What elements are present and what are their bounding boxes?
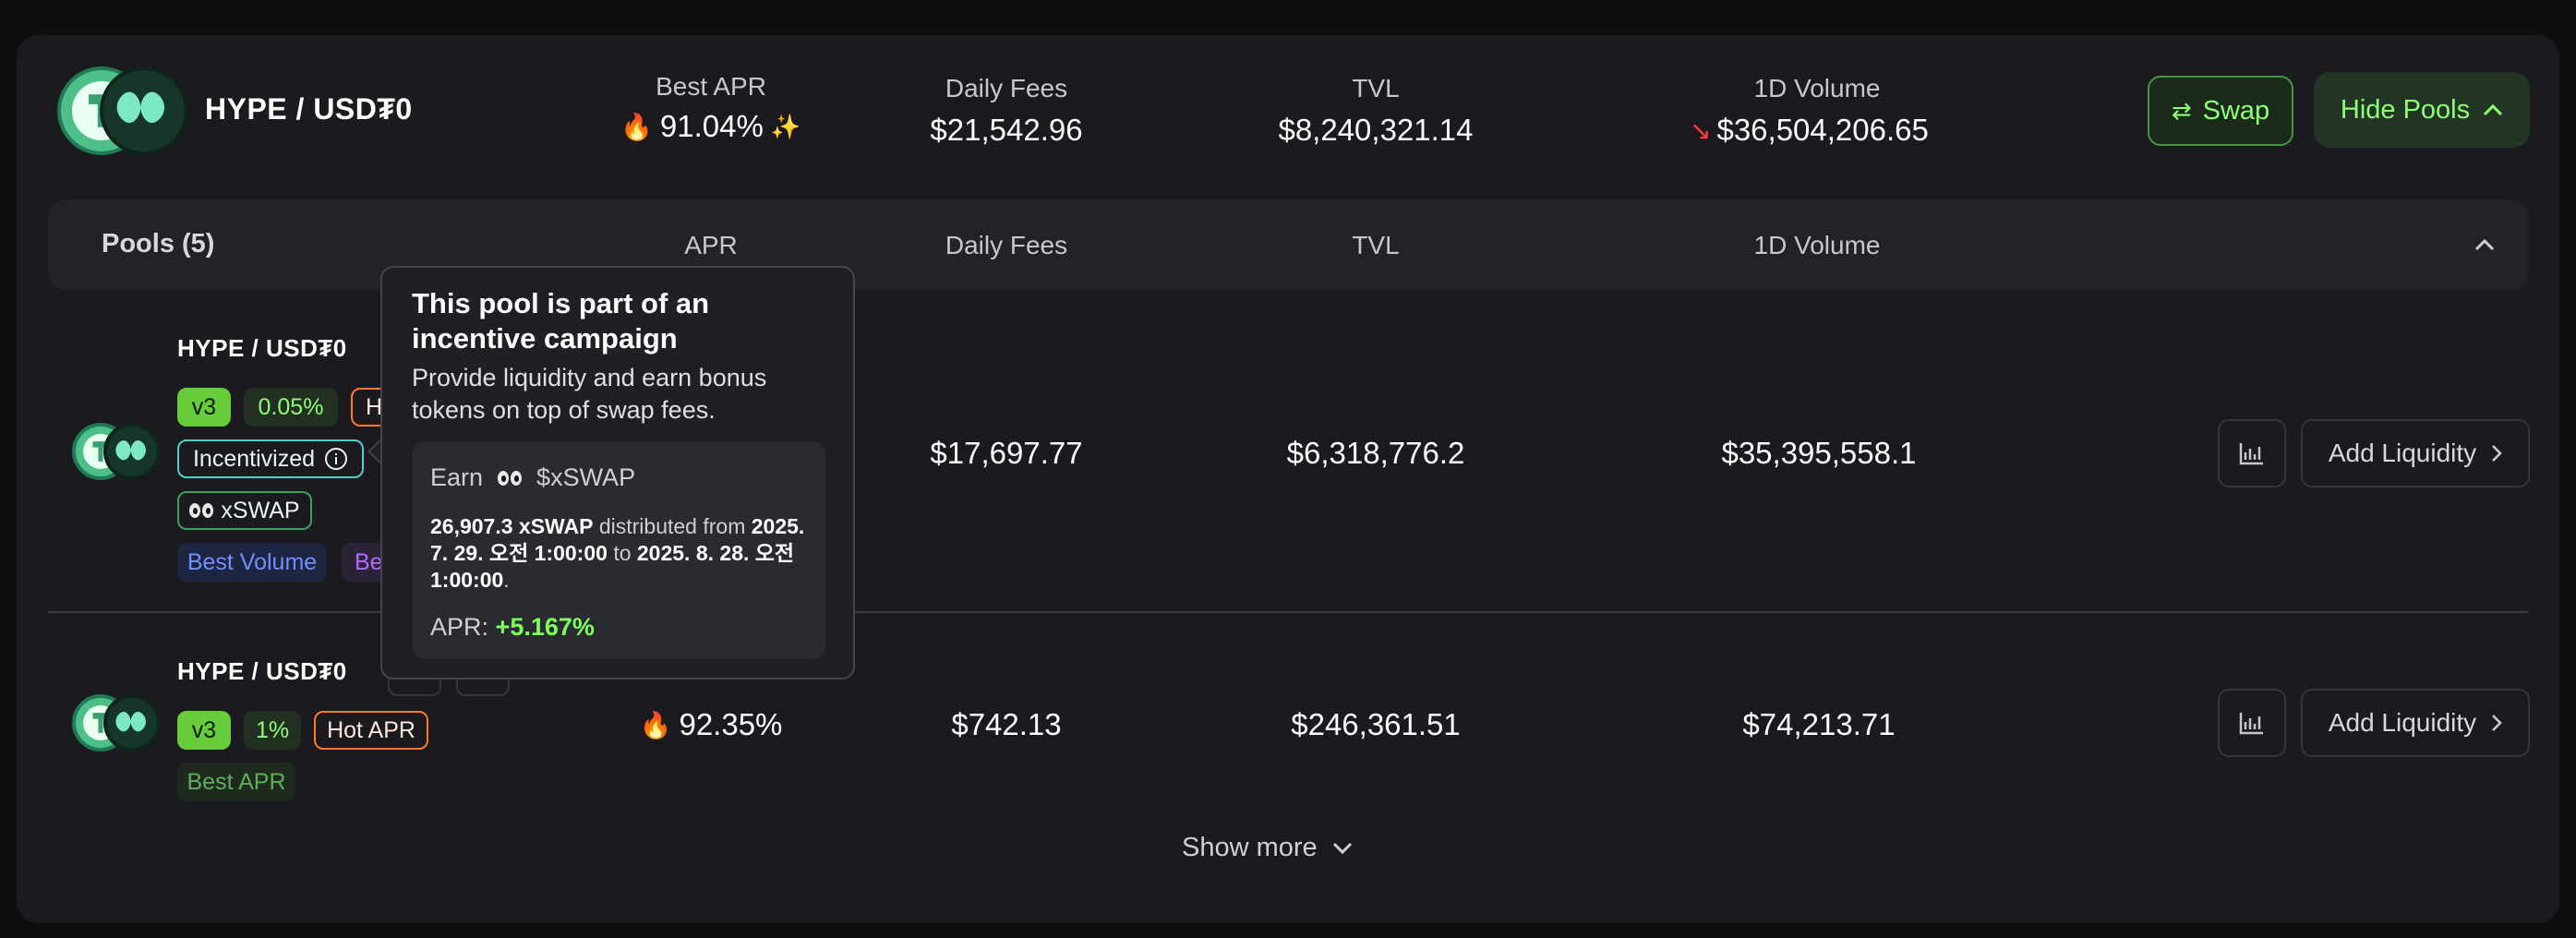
collapse-chevron-up-icon[interactable] (2474, 238, 2495, 251)
swap-button[interactable]: ⇄ Swap (2148, 76, 2293, 146)
fire-icon: 🔥 (620, 112, 653, 141)
chart-icon (2239, 713, 2263, 735)
eyes-icon (498, 470, 523, 486)
usdt0-token-icon (103, 423, 161, 480)
row2-pair-name: HYPE / USD₮0 (177, 657, 347, 685)
row2-chart-button[interactable] (2218, 689, 2286, 757)
row1-daily-fees: $17,697.77 (930, 436, 1083, 470)
pools-title: Pools (5) (102, 229, 215, 259)
row1-second-badge: Be (342, 543, 388, 582)
row2-hot-apr-badge: Hot APR (314, 711, 428, 750)
row1-tvl: $6,318,776.2 (1286, 436, 1465, 470)
best-apr-value-row: 🔥 91.04% ✨ (620, 109, 800, 144)
end-date: 2025. 8. 28. 오전 1:00:00 (430, 541, 795, 592)
tooltip-apr: APR: +5.167% (430, 613, 595, 642)
sparkles-icon: ✨ (770, 112, 801, 140)
chevron-right-icon (2492, 715, 2502, 731)
row1-chart-button[interactable] (2218, 419, 2286, 487)
row2-version-badge: v3 (177, 711, 231, 750)
row2-volume: $74,213.71 (1742, 707, 1896, 741)
tooltip-title: This pool is part of an incentive campai… (412, 287, 710, 355)
swap-icon: ⇄ (2171, 96, 2192, 125)
col-volume: 1D Volume (1753, 231, 1881, 259)
volume-label: 1D Volume (1753, 74, 1881, 102)
add-liquidity-label: Add Liquidity (2328, 439, 2477, 467)
row1-add-liquidity-button[interactable]: Add Liquidity (2301, 419, 2530, 487)
tooltip-description: Provide liquidity and earn bonus tokens … (412, 364, 767, 424)
show-more-label: Show more (1182, 833, 1318, 862)
earn-token: $xSWAP (536, 463, 636, 491)
row2-apr: 92.35% (679, 707, 783, 741)
reward-amount: 26,907.3 xSWAP (430, 514, 594, 538)
daily-fees-value: $21,542.96 (930, 113, 1083, 147)
row2-fee-badge: 1% (244, 711, 301, 750)
apr-value: +5.167% (495, 613, 595, 641)
row1-version-badge: v3 (177, 388, 231, 427)
chevron-up-icon (2484, 103, 2503, 116)
chevron-down-icon (1332, 842, 1352, 854)
apr-label: APR: (430, 613, 489, 641)
to-label: to (613, 541, 632, 565)
tvl-value: $8,240,321.14 (1278, 113, 1474, 147)
row-divider (48, 611, 2528, 613)
add-liquidity-label: Add Liquidity (2328, 708, 2477, 737)
row2-add-liquidity-button[interactable]: Add Liquidity (2301, 689, 2530, 757)
eyes-icon (189, 503, 214, 518)
start-date: 2025. 7. 29. 오전 1:00:00 (430, 514, 805, 565)
tvl-label: TVL (1352, 74, 1400, 102)
row2-tvl: $246,361.51 (1291, 707, 1461, 741)
row2-apr-row: 🔥 92.35% (637, 707, 785, 742)
row1-volume: $35,395,558.1 (1721, 436, 1917, 470)
period: . (503, 568, 510, 592)
volume-value: $36,504,206.65 (1716, 113, 1929, 147)
row2-pair-logo (72, 694, 164, 753)
best-apr-value: 91.04% (659, 109, 764, 143)
show-more-button[interactable]: Show more (1182, 833, 1353, 863)
usdt0-token-icon (100, 66, 188, 155)
incentivized-label: Incentivized (192, 445, 316, 472)
hide-pools-button[interactable]: Hide Pools (2314, 72, 2530, 148)
row1-pair-logo (72, 423, 164, 482)
row1-pair-name: HYPE / USD₮0 (177, 334, 347, 362)
col-tvl: TVL (1352, 231, 1400, 259)
daily-fees-label: Daily Fees (945, 74, 1068, 102)
best-apr-label: Best APR (656, 72, 766, 101)
swap-label: Swap (2202, 95, 2270, 126)
row1-best-volume-badge: Best Volume (177, 543, 327, 582)
row1-reward-token-badge: xSWAP (177, 491, 312, 530)
col-apr: APR (684, 231, 738, 259)
row1-fee-badge: 0.05% (244, 388, 338, 427)
tooltip-reward-box: Earn $xSWAP 26,907.3 xSWAP distributed f… (412, 441, 825, 659)
pair-title: HYPE / USD₮0 (205, 92, 413, 126)
distributed-from: distributed from (598, 514, 746, 538)
row2-daily-fees: $742.13 (951, 707, 1062, 741)
usdt0-token-icon (103, 694, 161, 752)
volume-value-row: ↘ $36,504,206.65 (1690, 113, 1929, 148)
chevron-right-icon (2492, 445, 2502, 462)
pair-logo (57, 66, 196, 159)
col-daily-fees: Daily Fees (945, 231, 1068, 259)
info-icon (325, 448, 348, 470)
hide-pools-label: Hide Pools (2340, 94, 2471, 125)
fire-icon: 🔥 (639, 710, 672, 740)
tooltip-distribution: 26,907.3 xSWAP distributed from 2025. 7.… (430, 513, 818, 594)
row1-incentivized-badge[interactable]: Incentivized (177, 439, 364, 478)
row2-best-apr-badge: Best APR (177, 763, 295, 801)
tooltip-earn-row: Earn $xSWAP (430, 463, 635, 492)
chart-icon (2239, 443, 2263, 465)
incentive-tooltip: This pool is part of an incentive campai… (380, 266, 855, 679)
trend-down-icon: ↘ (1690, 115, 1712, 145)
earn-label: Earn (430, 463, 484, 491)
reward-token-label: xSWAP (221, 497, 300, 523)
